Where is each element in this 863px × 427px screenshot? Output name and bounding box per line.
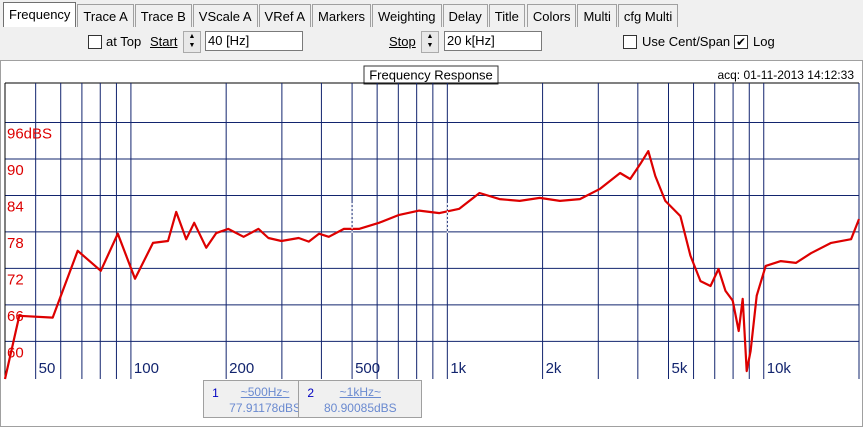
- x-tick-label: 2k: [546, 360, 562, 377]
- tab[interactable]: Colors: [526, 4, 577, 27]
- marker-reading: 80.90085dBS: [323, 401, 397, 415]
- marker-frequency[interactable]: ~500Hz~: [240, 385, 290, 399]
- tab[interactable]: VRef A: [258, 4, 312, 27]
- start-spinner[interactable]: ▲ ▼: [183, 31, 201, 53]
- start-input[interactable]: 40 [Hz]: [205, 31, 303, 51]
- plot-panel: Frequency Response acq: 01-11-2013 14:12…: [0, 60, 863, 427]
- x-tick-label: 1k: [450, 360, 466, 377]
- x-tick-label: 5k: [671, 360, 687, 377]
- tab[interactable]: Multi: [577, 4, 617, 27]
- acq-time: acq: 01-11-2013 14:12:33: [717, 68, 854, 82]
- x-tick-label: 10k: [767, 360, 792, 377]
- tab[interactable]: VScale A: [192, 4, 258, 27]
- tab[interactable]: Markers: [312, 4, 371, 27]
- marker-frequency[interactable]: ~1kHz~: [339, 385, 381, 399]
- chart: Frequency Response acq: 01-11-2013 14:12…: [3, 65, 861, 380]
- log-checkbox[interactable]: ✔: [734, 35, 748, 49]
- y-tick-label: 90: [7, 162, 24, 179]
- x-tick-label: 100: [134, 360, 159, 377]
- tab[interactable]: Trace B: [134, 4, 192, 27]
- stop-label: Stop: [389, 34, 416, 49]
- tab[interactable]: Title: [488, 4, 525, 27]
- marker-box[interactable]: 2 ~1kHz~ 80.90085dBS: [298, 380, 423, 418]
- y-tick-label: 72: [7, 271, 24, 288]
- cent-span-label: Use Cent/Span: [642, 34, 731, 49]
- y-tick-label: 84: [7, 198, 24, 215]
- at-top-label: at Top: [106, 34, 142, 49]
- start-label: Start: [150, 34, 178, 49]
- tab[interactable]: Delay: [442, 4, 488, 27]
- at-top-checkbox[interactable]: [88, 35, 102, 49]
- stop-spinner[interactable]: ▲ ▼: [421, 31, 439, 53]
- tab-bar: Frequency Trace A Trace B VScale A VRef A Mar…: [3, 2, 679, 27]
- tab[interactable]: Trace A: [77, 4, 134, 27]
- chart-title: Frequency Response: [369, 67, 493, 82]
- x-tick-label: 500: [355, 360, 380, 377]
- log-label: Log: [753, 34, 775, 49]
- tab[interactable]: Weighting: [371, 4, 442, 27]
- stop-input[interactable]: 20 k[Hz]: [444, 31, 542, 51]
- cent-span-checkbox[interactable]: [623, 35, 637, 49]
- marker-number: 2: [307, 386, 315, 400]
- title-box: [363, 65, 499, 85]
- y-tick-label: 96dBS: [7, 126, 52, 143]
- trace-line: [3, 150, 861, 380]
- y-tick-label: 78: [7, 235, 24, 252]
- tab[interactable]: cfg Multi: [617, 4, 679, 27]
- x-tick-label: 200: [229, 360, 254, 377]
- x-tick-label: 50: [39, 360, 56, 377]
- y-tick-label: 66: [7, 308, 24, 325]
- marker-reading: 77.91178dBS: [229, 401, 301, 415]
- marker-number: 1: [212, 386, 219, 400]
- tab[interactable]: Frequency: [3, 2, 77, 27]
